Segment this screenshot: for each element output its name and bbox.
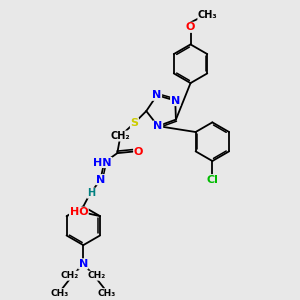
Text: CH₃: CH₃	[198, 10, 218, 20]
Text: HO: HO	[70, 207, 88, 217]
Text: HN: HN	[93, 158, 112, 167]
Text: H: H	[87, 188, 95, 198]
Text: S: S	[130, 118, 138, 128]
Text: CH₂: CH₂	[61, 271, 79, 280]
Text: O: O	[134, 147, 143, 157]
Text: O: O	[186, 22, 195, 32]
Text: N: N	[79, 259, 88, 269]
Text: Cl: Cl	[206, 175, 218, 185]
Text: CH₃: CH₃	[98, 289, 116, 298]
Text: N: N	[171, 95, 180, 106]
Text: N: N	[153, 121, 163, 131]
Text: CH₂: CH₂	[88, 271, 106, 280]
Text: N: N	[96, 175, 105, 185]
Text: N: N	[152, 90, 162, 100]
Text: CH₂: CH₂	[111, 131, 130, 141]
Text: CH₃: CH₃	[50, 289, 69, 298]
